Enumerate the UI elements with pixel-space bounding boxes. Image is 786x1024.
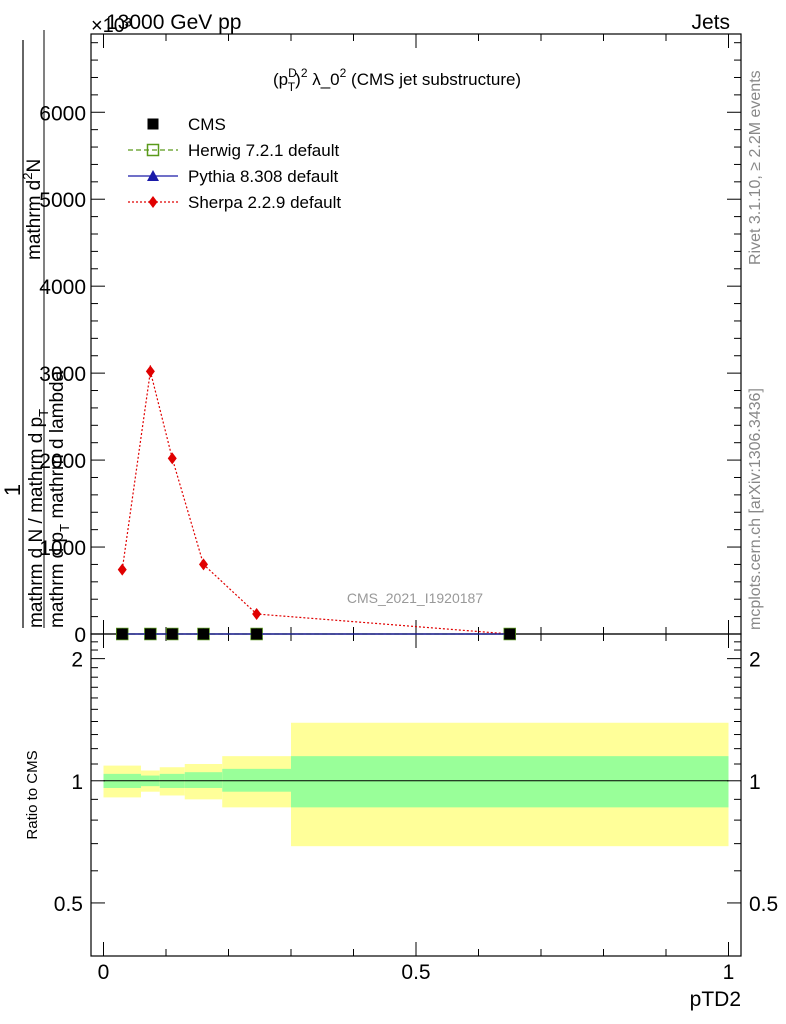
header-exponent: ×10³: [91, 15, 132, 37]
y-tick-label: 2000: [39, 450, 86, 473]
data-point: [504, 628, 516, 640]
data-point: [251, 628, 263, 640]
rivet-version-label: Rivet 3.1.10, ≥ 2.2M events: [747, 70, 764, 265]
legend-marker: [146, 143, 160, 157]
x-tick-label: 1: [723, 961, 735, 984]
y-tick-label: 5000: [39, 189, 86, 212]
legend-label: Sherpa 2.2.9 default: [188, 193, 341, 212]
header-process: Jets: [691, 11, 730, 34]
main-y-axis-label: 1 mathrm d N / mathrm d pT mathrm d2N ma…: [0, 30, 72, 628]
data-point: [144, 628, 156, 640]
y-tick-label: 6000: [39, 102, 86, 125]
y-tick-label: 3000: [39, 363, 86, 386]
ratio-y-axis-label: Ratio to CMS: [24, 750, 41, 839]
data-point: [117, 563, 127, 576]
ratio-y-tick-label: 1: [71, 771, 83, 794]
ratio-y-tick-label-right: 2: [749, 649, 761, 672]
legend-label: Herwig 7.2.1 default: [188, 141, 339, 160]
legend-marker: [147, 118, 159, 130]
legend-label: Pythia 8.308 default: [188, 167, 339, 186]
y-tick-label: 1000: [39, 537, 86, 560]
legend-label: CMS: [188, 115, 226, 134]
data-point: [116, 628, 128, 640]
svg-text:mathrm d2N: mathrm d2N: [20, 159, 45, 260]
data-point: [166, 628, 178, 640]
ratio-axis-ticks: 0.5 0.5 1 1 2 2 0 0.5 1: [54, 634, 778, 984]
data-point: [199, 558, 208, 571]
chart-title: (pD T)2 λ_02 (CMS jet substructure): [273, 66, 521, 94]
series-layer: [116, 365, 516, 641]
ratio-y-tick-label: 2: [71, 649, 83, 672]
data-point: [145, 365, 155, 378]
legend-marker: [148, 196, 158, 208]
y-tick-label: 4000: [39, 276, 86, 299]
y-tick-label: 0: [74, 624, 86, 647]
data-point: [167, 452, 177, 465]
stat-uncertainty-band: [184, 772, 223, 788]
analysis-watermark: CMS_2021_I1920187: [347, 590, 483, 606]
main-axis-ticks: 0 1000 2000 3000 4000 5000 6000: [39, 34, 741, 647]
stat-uncertainty-band: [291, 756, 729, 808]
series-line: [121, 371, 510, 635]
ratio-y-tick-label: 0.5: [54, 893, 83, 916]
x-axis-label: pTD2: [690, 988, 741, 1011]
x-tick-label: 0: [98, 961, 110, 984]
legend-marker: [147, 170, 159, 181]
legend: CMS Herwig 7.2.1 default Pythia 8.308 defa…: [128, 115, 341, 212]
data-point: [252, 608, 262, 620]
data-point: [198, 628, 209, 640]
stat-uncertainty-band: [222, 768, 291, 792]
ratio-uncertainty-bands: [103, 722, 729, 847]
svg-text:1: 1: [0, 484, 25, 496]
ratio-y-tick-label-right: 0.5: [749, 893, 778, 916]
x-tick-label: 0.5: [401, 961, 430, 984]
ratio-y-tick-label-right: 1: [749, 771, 761, 794]
header-energy: 13000 GeV pp: [106, 11, 241, 34]
svg-text:mathrm d pT mathrm d lambda: mathrm d pT mathrm d lambda: [47, 370, 72, 628]
mcplots-reference-label: mcplots.cern.ch [arXiv:1306.3436]: [747, 388, 764, 630]
